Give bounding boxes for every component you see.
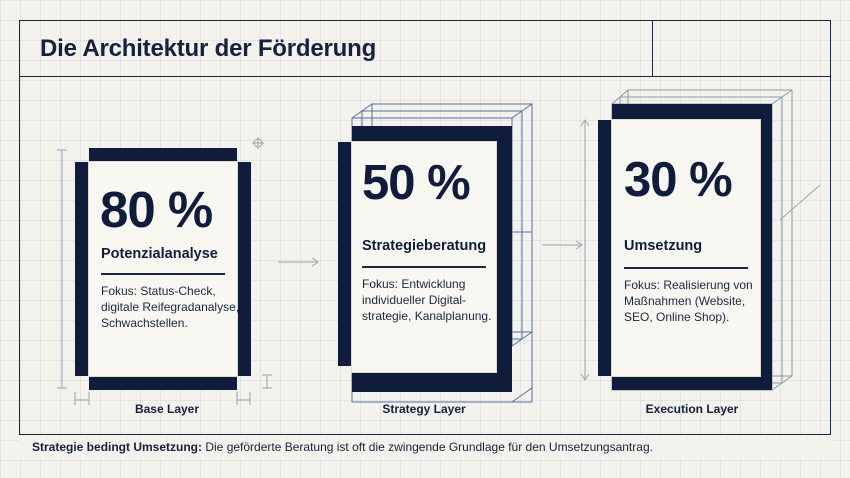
card-divider xyxy=(101,273,225,275)
card-divider xyxy=(362,266,486,268)
card-bottom-bar xyxy=(612,376,772,390)
card-top-bar xyxy=(352,126,512,142)
card-right-bar xyxy=(496,126,512,392)
card-title: Umsetzung xyxy=(624,238,703,254)
percent-value: 80 % xyxy=(100,181,213,238)
percent-value: 50 % xyxy=(362,156,471,210)
footer-note-text: Die geförderte Beratung ist oft die zwin… xyxy=(202,440,653,454)
layer-label: Strategy Layer xyxy=(382,402,466,416)
footer-bar xyxy=(19,434,831,458)
card-panel xyxy=(352,142,496,372)
card-top-bar xyxy=(89,148,237,162)
card-top-bar xyxy=(612,104,772,120)
page-title: Die Architektur der Förderung xyxy=(40,35,377,62)
card-focus: Fokus: Realisierung von Maßnahmen (Websi… xyxy=(624,278,753,324)
card-focus: Fokus: Entwicklung individueller Digital… xyxy=(362,277,492,323)
title-bar xyxy=(19,20,831,77)
footer-note-bold: Strategie bedingt Umsetzung: xyxy=(32,440,203,454)
card-right-bar xyxy=(760,120,772,390)
layer-label: Base Layer xyxy=(134,402,200,416)
card-panel xyxy=(89,162,237,376)
card-divider xyxy=(624,267,748,269)
card-title: Potenzialanalyse xyxy=(101,246,218,262)
title-divider xyxy=(652,20,653,77)
card-bottom-bar xyxy=(89,376,237,390)
percent-value: 30 % xyxy=(624,153,733,207)
card-panel xyxy=(612,120,760,376)
card-focus: Fokus: Status-Check, digitale Reifegrada… xyxy=(101,284,240,330)
card-bottom-bar xyxy=(352,372,512,392)
card-title: Strategieberatung xyxy=(362,238,487,254)
footer-note: Strategie bedingt Umsetzung: Die geförde… xyxy=(32,440,653,454)
layer-label: Execution Layer xyxy=(645,402,739,416)
